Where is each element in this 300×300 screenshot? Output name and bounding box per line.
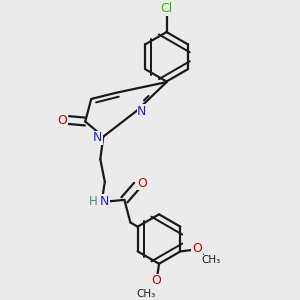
Text: O: O — [137, 176, 147, 190]
Text: H: H — [89, 195, 98, 208]
Text: O: O — [152, 274, 162, 287]
Text: N: N — [100, 195, 110, 208]
Text: Cl: Cl — [160, 2, 173, 15]
Text: CH₃: CH₃ — [136, 289, 156, 299]
Text: N: N — [93, 131, 103, 144]
Text: CH₃: CH₃ — [201, 255, 220, 266]
Text: O: O — [192, 242, 202, 256]
Text: O: O — [57, 113, 67, 127]
Text: N: N — [137, 104, 147, 118]
